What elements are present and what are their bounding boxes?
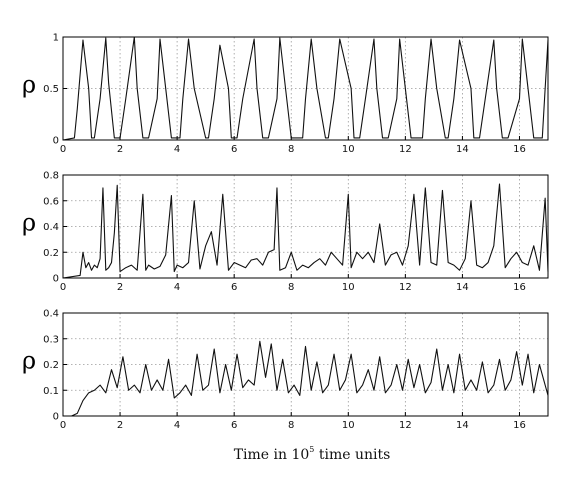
x-axis-label-superscript: 5 [309, 445, 314, 454]
y-tick-label: 1 [53, 33, 59, 44]
x-tick-label: 4 [174, 144, 180, 155]
chart-panel-bottom: 0 2 4 6 8 10 12 14 16 0 0.1 0.2 0.3 0.4 ρ [22, 309, 549, 431]
y-tick-label: 0.2 [43, 360, 59, 371]
x-tick-label: 14 [456, 420, 469, 431]
x-tick-label: 10 [342, 144, 355, 155]
x-tick-label: 8 [288, 420, 294, 431]
x-tick-label: 10 [342, 420, 355, 431]
x-tick-label: 12 [399, 420, 412, 431]
y-axis-label: ρ [22, 347, 36, 375]
y-tick-label: 0.4 [43, 309, 59, 320]
x-tick-label: 12 [399, 144, 412, 155]
y-tick-label: 0.4 [43, 222, 59, 233]
x-tick-label: 16 [513, 144, 526, 155]
series-line-top [62, 36, 549, 141]
x-tick-label: 4 [174, 282, 180, 293]
x-axis-label-prefix: Time in 10 [234, 447, 310, 463]
y-tick-label: 0 [53, 412, 59, 423]
x-tick-label: 8 [288, 282, 294, 293]
y-tick-label: 0.2 [43, 248, 59, 259]
x-tick-label: 0 [60, 144, 66, 155]
x-tick-label: 2 [117, 144, 123, 155]
x-tick-label: 14 [456, 144, 469, 155]
chart-panel-top: 0 2 4 6 8 10 12 14 16 0 0.5 1 ρ [22, 33, 549, 155]
x-tick-label: 6 [231, 144, 237, 155]
x-axis-label: Time in 105 time units [234, 445, 391, 463]
y-tick-label: 0.5 [43, 84, 59, 95]
x-tick-label: 14 [456, 282, 469, 293]
y-tick-label: 0.1 [43, 386, 59, 397]
y-tick-label: 0.8 [43, 171, 59, 182]
x-tick-label: 0 [60, 420, 66, 431]
y-tick-label: 0.3 [43, 334, 59, 345]
y-tick-label: 0 [53, 136, 59, 147]
chart-panel-middle: 0 2 4 6 8 10 12 14 16 0 0.2 0.4 0.6 0.8 ρ [22, 171, 549, 293]
x-tick-label: 16 [513, 282, 526, 293]
x-tick-label: 0 [60, 282, 66, 293]
x-tick-label: 8 [288, 144, 294, 155]
x-tick-label: 16 [513, 420, 526, 431]
y-tick-label: 0.6 [43, 196, 59, 207]
y-tick-label: 0 [53, 274, 59, 285]
series-line-bottom [63, 340, 549, 417]
x-tick-label: 4 [174, 420, 180, 431]
x-tick-label: 2 [117, 282, 123, 293]
x-tick-label: 6 [231, 282, 237, 293]
series-line-middle [62, 183, 549, 279]
x-tick-label: 6 [231, 420, 237, 431]
y-axis-label: ρ [22, 71, 36, 99]
x-tick-label: 2 [117, 420, 123, 431]
y-axis-label: ρ [22, 209, 36, 237]
x-tick-label: 12 [399, 282, 412, 293]
x-tick-label: 10 [342, 282, 355, 293]
x-axis-label-suffix: time units [314, 447, 390, 463]
